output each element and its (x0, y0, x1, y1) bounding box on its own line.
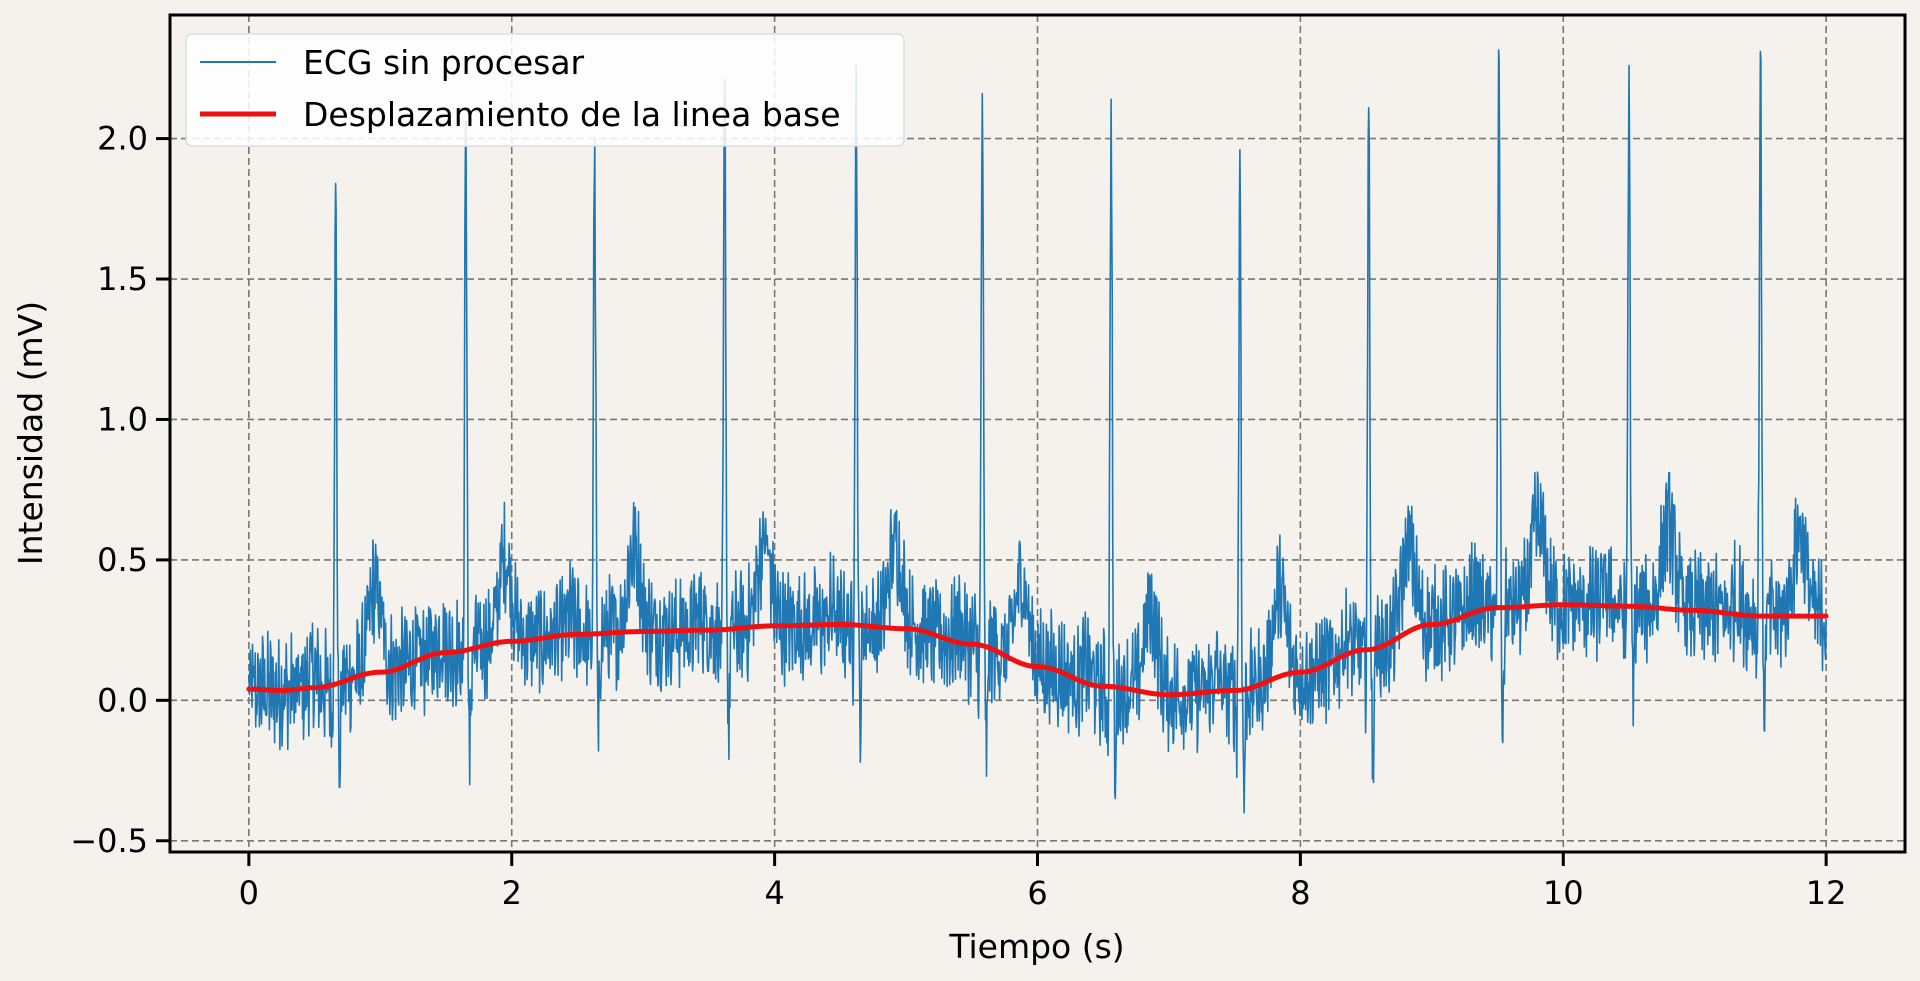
y-tick-label: 0.5 (97, 541, 148, 579)
legend-label-baseline: Desplazamiento de la linea base (303, 95, 841, 134)
x-tick-label: 4 (764, 874, 784, 912)
y-tick-label: 1.0 (97, 400, 148, 438)
y-axis-title: Intensidad (mV) (11, 301, 50, 565)
ecg-raw-line (248, 49, 1827, 814)
y-tick-label: 0.0 (97, 681, 148, 719)
x-tick-label: 12 (1806, 874, 1847, 912)
y-tick-label: 1.5 (97, 260, 148, 298)
x-tick-label: 8 (1290, 874, 1310, 912)
y-tick-label: −0.5 (70, 822, 148, 860)
baseline-drift-line (246, 602, 1829, 698)
ticks: 0 2 4 6 8 10 12 −0.5 0.0 0.5 1.0 1.5 2.0 (70, 120, 1846, 912)
legend-label-ecg: ECG sin procesar (303, 43, 585, 82)
x-tick-label: 6 (1027, 874, 1047, 912)
series-area (246, 49, 1829, 814)
x-tick-label: 2 (502, 874, 522, 912)
x-tick-label: 0 (239, 874, 259, 912)
legend: ECG sin procesar Desplazamiento de la li… (185, 33, 905, 147)
x-tick-label: 10 (1543, 874, 1584, 912)
x-axis-title: Tiempo (s) (948, 927, 1124, 966)
y-tick-label: 2.0 (97, 120, 148, 158)
legend-box (185, 33, 905, 147)
